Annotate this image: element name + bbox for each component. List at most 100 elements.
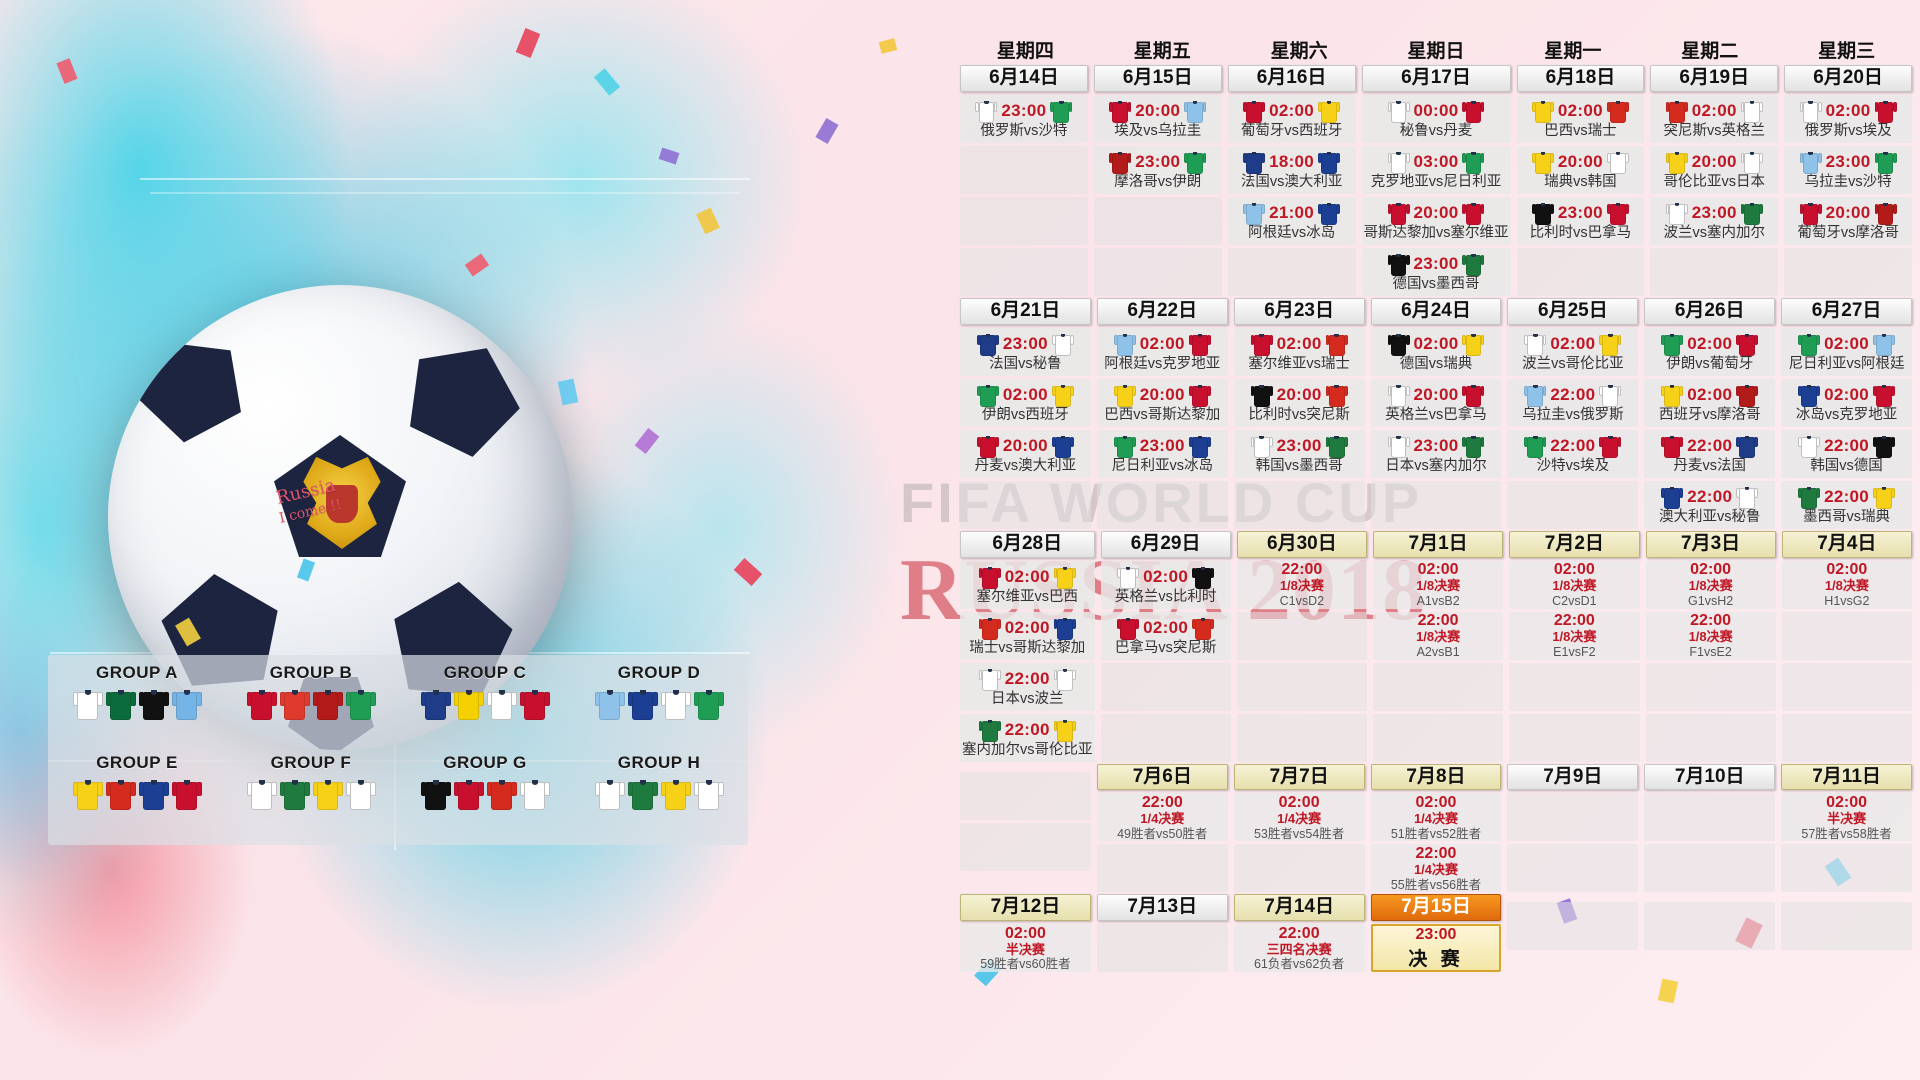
date-header[interactable]: 7月11日 xyxy=(1781,763,1912,791)
knockout-match-cell[interactable]: 02:00 半决赛 59胜者vs60胜者 xyxy=(960,924,1091,973)
match-cell[interactable]: 21:00 阿根廷vs冰岛 xyxy=(1227,196,1356,245)
match-cell[interactable]: 20:00 英格兰vs巴拿马 xyxy=(1370,378,1502,427)
date-header[interactable]: 6月20日 xyxy=(1784,65,1912,92)
date-header[interactable]: 7月14日 xyxy=(1233,894,1365,922)
match-cell[interactable]: 02:00 西班牙vs摩洛哥 xyxy=(1644,378,1776,427)
date-header[interactable]: 6月16日 xyxy=(1227,65,1356,92)
group-card[interactable]: GROUP A xyxy=(52,661,222,749)
match-cell[interactable]: 02:00 瑞士vs哥斯达黎加 xyxy=(960,611,1095,660)
match-cell[interactable]: 23:00 德国vs墨西哥 xyxy=(1361,247,1511,296)
date-header[interactable]: 6月17日 xyxy=(1361,65,1511,92)
knockout-match-cell[interactable]: 22:00 1/4决赛 49胜者vs50胜者 xyxy=(1096,793,1228,842)
knockout-match-cell[interactable]: 22:00 1/8决赛 E1vsF2 xyxy=(1509,611,1640,660)
match-cell[interactable]: 22:00 乌拉圭vs俄罗斯 xyxy=(1507,378,1639,427)
match-cell[interactable]: 02:00 俄罗斯vs埃及 xyxy=(1784,94,1912,143)
match-cell[interactable]: 02:00 伊朗vs西班牙 xyxy=(960,378,1091,427)
knockout-match-cell[interactable]: 22:00 1/4决赛 55胜者vs56胜者 xyxy=(1370,844,1502,893)
group-card[interactable]: GROUP B xyxy=(226,661,396,749)
match-cell[interactable]: 02:00 冰岛vs克罗地亚 xyxy=(1781,378,1912,427)
date-header[interactable]: 7月8日 xyxy=(1370,763,1502,791)
date-header[interactable]: 6月29日 xyxy=(1100,530,1231,558)
match-cell[interactable]: 18:00 法国vs澳大利亚 xyxy=(1227,145,1356,194)
match-cell[interactable]: 02:00 巴拿马vs突尼斯 xyxy=(1100,611,1231,660)
date-header[interactable]: 7月2日 xyxy=(1509,530,1640,558)
group-card[interactable]: GROUP D xyxy=(574,661,744,749)
knockout-match-cell[interactable]: 02:00 半决赛 57胜者vs58胜者 xyxy=(1781,793,1912,842)
group-card[interactable]: GROUP E xyxy=(52,751,222,839)
match-cell[interactable]: 20:00 比利时vs突尼斯 xyxy=(1233,378,1365,427)
match-cell[interactable]: 20:00 埃及vs乌拉圭 xyxy=(1093,94,1222,143)
date-header[interactable]: 7月7日 xyxy=(1233,763,1365,791)
match-cell[interactable]: 23:00 法国vs秘鲁 xyxy=(960,327,1091,376)
date-header[interactable]: 6月24日 xyxy=(1370,297,1502,325)
match-cell[interactable]: 22:00 塞内加尔vs哥伦比亚 xyxy=(960,713,1095,762)
date-header[interactable]: 6月30日 xyxy=(1236,530,1367,558)
match-cell[interactable]: 23:00 俄罗斯vs沙特 xyxy=(960,94,1088,143)
match-cell[interactable]: 02:00 阿根廷vs克罗地亚 xyxy=(1096,327,1228,376)
match-cell[interactable]: 22:00 澳大利亚vs秘鲁 xyxy=(1644,480,1776,529)
group-card[interactable]: GROUP H xyxy=(574,751,744,839)
match-cell[interactable]: 02:00 伊朗vs葡萄牙 xyxy=(1644,327,1776,376)
match-cell[interactable]: 00:00 秘鲁vs丹麦 xyxy=(1361,94,1511,143)
group-card[interactable]: GROUP C xyxy=(400,661,570,749)
match-cell[interactable]: 22:00 沙特vs埃及 xyxy=(1507,429,1639,478)
knockout-match-cell[interactable]: 02:00 1/4决赛 51胜者vs52胜者 xyxy=(1370,793,1502,842)
knockout-match-cell[interactable]: 22:00 1/8决赛 C1vsD2 xyxy=(1236,560,1367,609)
match-cell[interactable]: 22:00 墨西哥vs瑞典 xyxy=(1781,480,1912,529)
match-cell[interactable]: 02:00 波兰vs哥伦比亚 xyxy=(1507,327,1639,376)
match-cell[interactable]: 22:00 日本vs波兰 xyxy=(960,662,1095,711)
date-header[interactable]: 6月25日 xyxy=(1507,297,1639,325)
date-header[interactable]: 6月21日 xyxy=(960,297,1091,325)
final-match-cell[interactable]: 23:00 决 赛 xyxy=(1370,924,1502,973)
date-header[interactable]: 6月14日 xyxy=(960,65,1088,92)
match-cell[interactable]: 02:00 突尼斯vs英格兰 xyxy=(1650,94,1779,143)
match-cell[interactable]: 02:00 巴西vs瑞士 xyxy=(1516,94,1645,143)
knockout-match-cell[interactable]: 02:00 1/4决赛 53胜者vs54胜者 xyxy=(1233,793,1365,842)
match-cell[interactable]: 23:00 日本vs塞内加尔 xyxy=(1370,429,1502,478)
date-header[interactable]: 7月12日 xyxy=(960,894,1091,922)
match-cell[interactable]: 02:00 尼日利亚vs阿根廷 xyxy=(1781,327,1912,376)
date-header[interactable]: 7月10日 xyxy=(1644,763,1776,791)
knockout-match-cell[interactable]: 02:00 1/8决赛 A1vsB2 xyxy=(1373,560,1504,609)
match-cell[interactable]: 02:00 塞尔维亚vs瑞士 xyxy=(1233,327,1365,376)
match-cell[interactable]: 22:00 韩国vs德国 xyxy=(1781,429,1912,478)
date-header[interactable]: 6月28日 xyxy=(960,530,1095,558)
date-header[interactable]: 6月19日 xyxy=(1650,65,1779,92)
match-cell[interactable]: 23:00 韩国vs墨西哥 xyxy=(1233,429,1365,478)
knockout-match-cell[interactable]: 02:00 1/8决赛 C2vsD1 xyxy=(1509,560,1640,609)
group-card[interactable]: GROUP F xyxy=(226,751,396,839)
date-header[interactable]: 6月15日 xyxy=(1093,65,1222,92)
date-header[interactable]: 7月3日 xyxy=(1645,530,1776,558)
knockout-match-cell[interactable]: 22:00 1/8决赛 F1vsE2 xyxy=(1645,611,1776,660)
match-cell[interactable]: 23:00 乌拉圭vs沙特 xyxy=(1784,145,1912,194)
match-cell[interactable]: 23:00 波兰vs塞内加尔 xyxy=(1650,196,1779,245)
knockout-match-cell[interactable]: 22:00 1/8决赛 A2vsB1 xyxy=(1373,611,1504,660)
match-cell[interactable]: 02:00 葡萄牙vs西班牙 xyxy=(1227,94,1356,143)
date-header[interactable]: 7月4日 xyxy=(1781,530,1912,558)
match-cell[interactable]: 20:00 巴西vs哥斯达黎加 xyxy=(1096,378,1228,427)
group-card[interactable]: GROUP G xyxy=(400,751,570,839)
date-header[interactable]: 6月23日 xyxy=(1233,297,1365,325)
match-cell[interactable]: 23:00 尼日利亚vs冰岛 xyxy=(1096,429,1228,478)
match-cell[interactable]: 23:00 比利时vs巴拿马 xyxy=(1516,196,1645,245)
date-header[interactable]: 6月27日 xyxy=(1781,297,1912,325)
date-header[interactable]: 7月13日 xyxy=(1096,894,1228,922)
date-header[interactable]: 7月15日 xyxy=(1370,894,1502,922)
knockout-match-cell[interactable]: 02:00 1/8决赛 G1vsH2 xyxy=(1645,560,1776,609)
match-cell[interactable]: 20:00 哥伦比亚vs日本 xyxy=(1650,145,1779,194)
date-header[interactable]: 7月6日 xyxy=(1096,763,1228,791)
match-cell[interactable]: 03:00 克罗地亚vs尼日利亚 xyxy=(1361,145,1511,194)
match-cell[interactable]: 02:00 德国vs瑞典 xyxy=(1370,327,1502,376)
date-header[interactable]: 6月18日 xyxy=(1516,65,1645,92)
match-cell[interactable]: 02:00 塞尔维亚vs巴西 xyxy=(960,560,1095,609)
match-cell[interactable]: 23:00 摩洛哥vs伊朗 xyxy=(1093,145,1222,194)
match-cell[interactable]: 20:00 丹麦vs澳大利亚 xyxy=(960,429,1091,478)
match-cell[interactable]: 22:00 丹麦vs法国 xyxy=(1644,429,1776,478)
knockout-match-cell[interactable]: 02:00 1/8决赛 H1vsG2 xyxy=(1781,560,1912,609)
match-cell[interactable]: 20:00 哥斯达黎加vs塞尔维亚 xyxy=(1361,196,1511,245)
knockout-match-cell[interactable]: 22:00 三四名决赛 61负者vs62负者 xyxy=(1233,924,1365,973)
match-cell[interactable]: 20:00 瑞典vs韩国 xyxy=(1516,145,1645,194)
match-cell[interactable]: 02:00 英格兰vs比利时 xyxy=(1100,560,1231,609)
date-header[interactable]: 6月22日 xyxy=(1096,297,1228,325)
date-header[interactable]: 7月1日 xyxy=(1373,530,1504,558)
